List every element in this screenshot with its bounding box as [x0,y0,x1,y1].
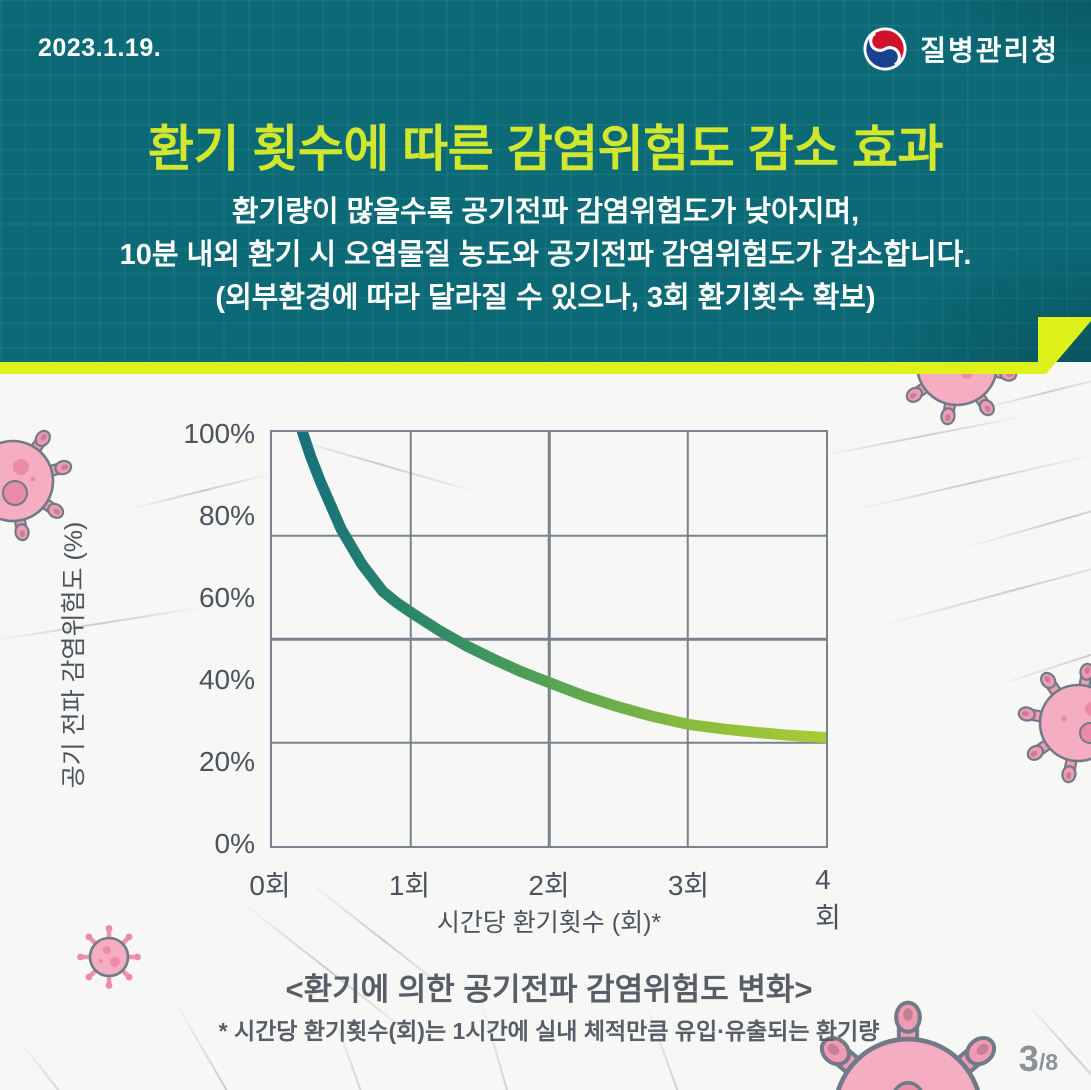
x-tick-4: 4회 [815,864,841,933]
speed-line [994,623,1091,687]
y-tick-100: 100% [183,418,255,450]
y-tick-80: 80% [198,500,255,532]
speed-line [819,414,1027,457]
page-indicator: 3 /8 [1019,1041,1058,1077]
gridline-vertical [409,432,412,846]
agency-name: 질병관리청 [920,35,1059,66]
speed-line [959,487,1091,550]
gridline-vertical [547,432,551,846]
y-tick-60: 60% [198,582,255,614]
y-tick-labels: 100% 80% 60% 40% 20% 0% [150,418,255,859]
virus-icon [1017,662,1091,784]
x-tick-1: 1회 [388,870,431,901]
kdca-logo: 질병관리청 [862,26,1059,72]
date-text: 2023.1.19. [38,34,162,62]
speed-line [19,1040,120,1090]
y-axis-title: 공기 전파 감염위험도 (%) [60,521,88,789]
infection-risk-curve [296,432,826,744]
subtitle-line-2: 10분 내외 환기 시 오염물질 농도와 공기전파 감염위험도가 감소합니다. [119,239,972,271]
taegeuk-emblem-icon [863,27,907,71]
gridline-vertical [686,432,689,846]
page-subtitle: 환기량이 많을수록 공기전파 감염위험도가 낮아지며, 10분 내외 환기 시 … [0,191,1091,320]
speed-line [879,552,1091,627]
x-tick-labels: 0회 1회 2회 3회 4회 [249,864,841,933]
y-tick-0: 0% [214,827,255,859]
header-banner: 2023.1.19. 질병관리청 환기 횟수에 따른 감염위험도 감소 효과 환… [0,0,1091,362]
y-tick-20: 20% [198,745,255,777]
speed-line [849,453,1091,512]
page-total: /8 [1038,1049,1058,1076]
x-tick-0: 0회 [249,870,291,901]
x-axis-title: 시간당 환기횟수 (회)* [436,909,662,937]
subtitle-line-1: 환기량이 많을수록 공기전파 감염위험도가 낮아지며, [231,196,860,228]
virus-icon [77,925,141,989]
plot-area [270,430,828,848]
chart-footnote: * 시간당 환기횟수(회)는 1시간에 실내 체적만큼 유입·유출되는 환기량 [218,1018,880,1044]
speed-line [979,374,1091,410]
y-tick-40: 40% [198,663,255,695]
x-tick-2: 2회 [528,870,570,901]
subtitle-line-3: (외부환경에 따라 달라질 수 있으나, 3회 환기횟수 확보) [215,282,876,314]
page-title: 환기 횟수에 따른 감염위험도 감소 효과 [148,121,943,177]
x-tick-3: 3회 [667,870,710,901]
page-current: 3 [1018,1038,1039,1079]
chart-caption: <환기에 의한 공기전파 감염위험도 변화> [285,972,813,1007]
